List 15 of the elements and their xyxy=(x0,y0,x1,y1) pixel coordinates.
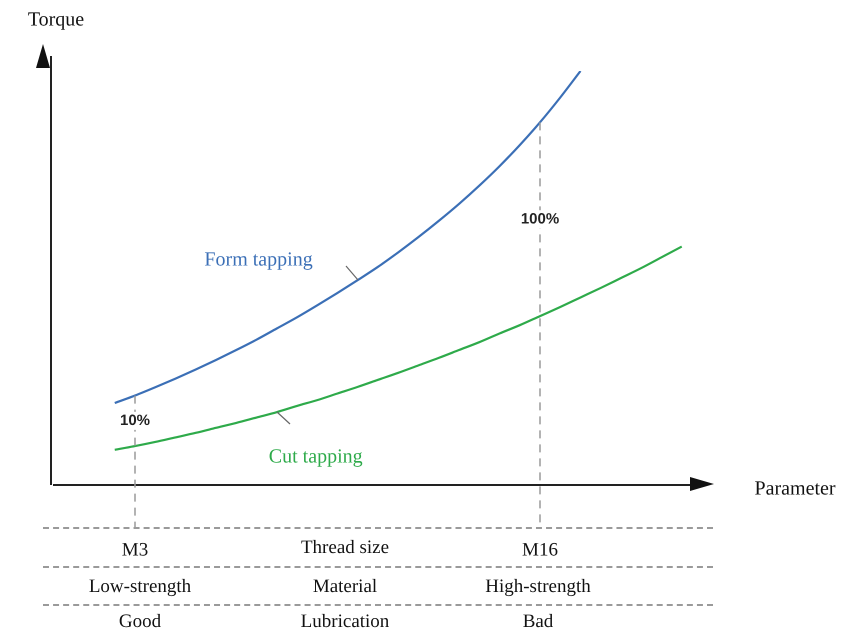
x-tick-label: M3 xyxy=(122,539,148,560)
x-tick-label: M16 xyxy=(522,539,558,560)
ref-line-label: 100% xyxy=(520,210,560,228)
text: Good xyxy=(118,610,162,633)
ref-line-label: 10% xyxy=(120,412,150,429)
x-axis-title: Parameter xyxy=(754,477,836,500)
text: Lubrication xyxy=(300,610,390,633)
text: High-strength xyxy=(484,575,592,599)
text: Thread size xyxy=(300,536,390,560)
series-label: Form tapping xyxy=(204,248,313,270)
text: Low-strength xyxy=(88,575,192,599)
text: Material xyxy=(312,575,378,599)
y-axis-title: Torque xyxy=(28,8,84,30)
series-label: Cut tapping xyxy=(268,445,363,468)
text: Bad xyxy=(522,610,554,633)
